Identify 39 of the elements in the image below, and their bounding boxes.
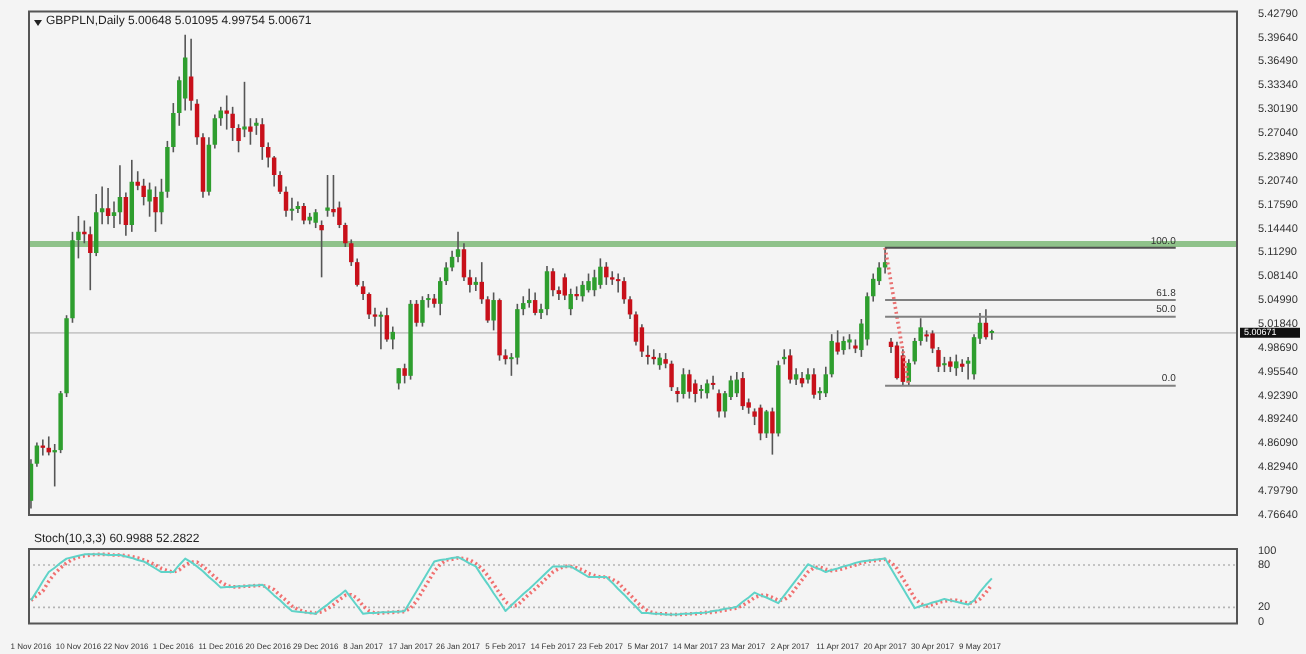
candlestick bbox=[532, 291, 538, 316]
candlestick bbox=[414, 299, 419, 328]
candlestick bbox=[260, 117, 265, 161]
candlestick bbox=[835, 329, 840, 356]
candlestick bbox=[526, 287, 532, 309]
candlestick bbox=[580, 280, 585, 303]
candlestick bbox=[325, 174, 330, 218]
candlestick bbox=[604, 261, 609, 286]
candlestick bbox=[402, 362, 407, 385]
candlestick bbox=[396, 367, 401, 391]
candlestick bbox=[544, 265, 550, 316]
candlestick bbox=[88, 225, 93, 291]
candlestick bbox=[954, 353, 959, 377]
candlestick bbox=[455, 231, 461, 263]
candlestick bbox=[787, 348, 793, 385]
candlestick bbox=[598, 257, 603, 290]
candlestick bbox=[681, 367, 686, 400]
candlestick bbox=[105, 187, 111, 226]
candlestick bbox=[770, 406, 775, 456]
candlestick bbox=[669, 359, 674, 392]
candlestick bbox=[331, 174, 336, 218]
candlestick bbox=[704, 378, 710, 400]
candlestick bbox=[420, 295, 425, 328]
candlestick bbox=[764, 409, 769, 439]
candlestick bbox=[811, 367, 817, 400]
candlestick bbox=[841, 335, 846, 356]
candlestick bbox=[740, 371, 745, 411]
candlestick bbox=[693, 378, 698, 404]
candlestick bbox=[473, 276, 479, 292]
candlestick bbox=[117, 164, 123, 226]
candlestick bbox=[491, 291, 496, 332]
candlestick bbox=[153, 185, 158, 233]
candlestick bbox=[959, 358, 965, 373]
candlestick bbox=[758, 403, 763, 442]
candlestick bbox=[586, 272, 591, 294]
candlestick bbox=[610, 270, 615, 286]
candlestick bbox=[129, 159, 135, 233]
candlestick bbox=[550, 267, 556, 298]
candlestick bbox=[687, 368, 692, 400]
